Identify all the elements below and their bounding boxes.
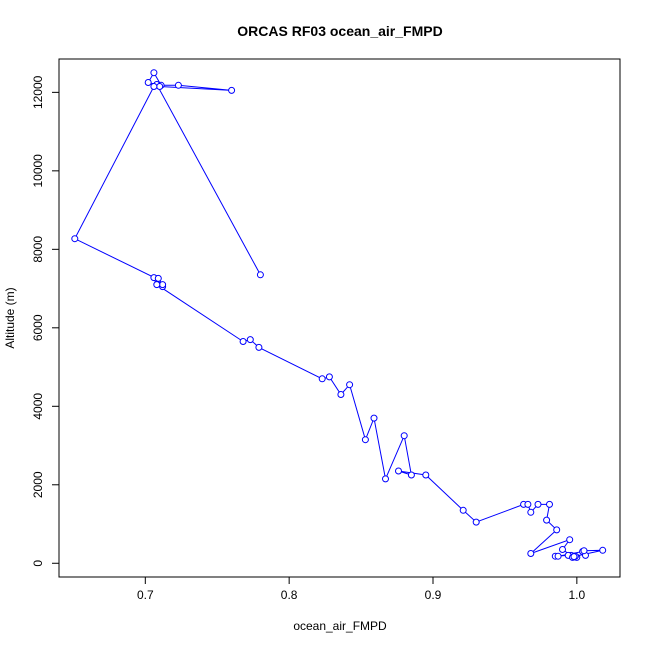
data-point [422, 471, 430, 479]
data-point [150, 83, 158, 90]
y-tick-label: 4000 [31, 393, 45, 420]
y-tick-label: 8000 [31, 236, 45, 263]
data-point [554, 552, 562, 560]
data-point [154, 274, 162, 282]
data-point [256, 271, 264, 279]
data-point [228, 86, 236, 94]
data-point [553, 526, 561, 534]
data-point [150, 69, 158, 77]
y-tick-label: 0 [31, 560, 45, 567]
data-point [159, 281, 167, 289]
data-point [318, 375, 326, 383]
data-point [599, 546, 607, 554]
data-point [144, 79, 152, 86]
data-point [255, 343, 263, 351]
data-point [570, 553, 578, 561]
y-tick-label: 10000 [31, 154, 45, 188]
data-point [580, 547, 588, 555]
x-tick-label: 0.8 [281, 588, 298, 602]
data-point [174, 81, 182, 89]
data-point [407, 471, 415, 479]
data-point [382, 475, 389, 483]
data-point [559, 546, 566, 553]
data-point [546, 500, 553, 508]
data-point [246, 336, 254, 344]
data-point [346, 381, 354, 389]
x-tick-label: 0.7 [137, 588, 154, 602]
data-point [527, 508, 535, 516]
data-point [472, 518, 480, 526]
y-tick-label: 2000 [31, 471, 45, 498]
y-tick-label: 12000 [31, 75, 45, 109]
y-axis: 0 2000 4000 6000 8000 10000 12000 [31, 75, 60, 567]
data-point [239, 338, 247, 345]
data-point [153, 281, 161, 289]
data-point [337, 391, 345, 398]
x-axis-label: ocean_air_FMPD [293, 619, 387, 633]
y-axis-label: Altitude (m) [3, 287, 17, 348]
data-point [566, 536, 574, 544]
data-point [543, 516, 551, 524]
data-point [524, 500, 532, 508]
data-point [534, 500, 542, 508]
data-point [370, 414, 378, 422]
data-point [361, 436, 369, 444]
x-tick-label: 1.0 [569, 588, 586, 602]
data-point [325, 373, 333, 381]
data-point [71, 235, 79, 243]
x-axis: 0.7 0.8 0.9 1.0 [137, 576, 586, 602]
x-tick-label: 0.9 [425, 588, 442, 602]
data-point [527, 550, 535, 557]
data-point [395, 467, 402, 475]
y-tick-label: 6000 [31, 314, 45, 341]
data-point [459, 506, 467, 514]
data-point [400, 432, 408, 440]
data-point [156, 83, 164, 90]
series-layer [71, 69, 607, 561]
chart-title: ORCAS RF03 ocean_air_FMPD [237, 23, 442, 39]
